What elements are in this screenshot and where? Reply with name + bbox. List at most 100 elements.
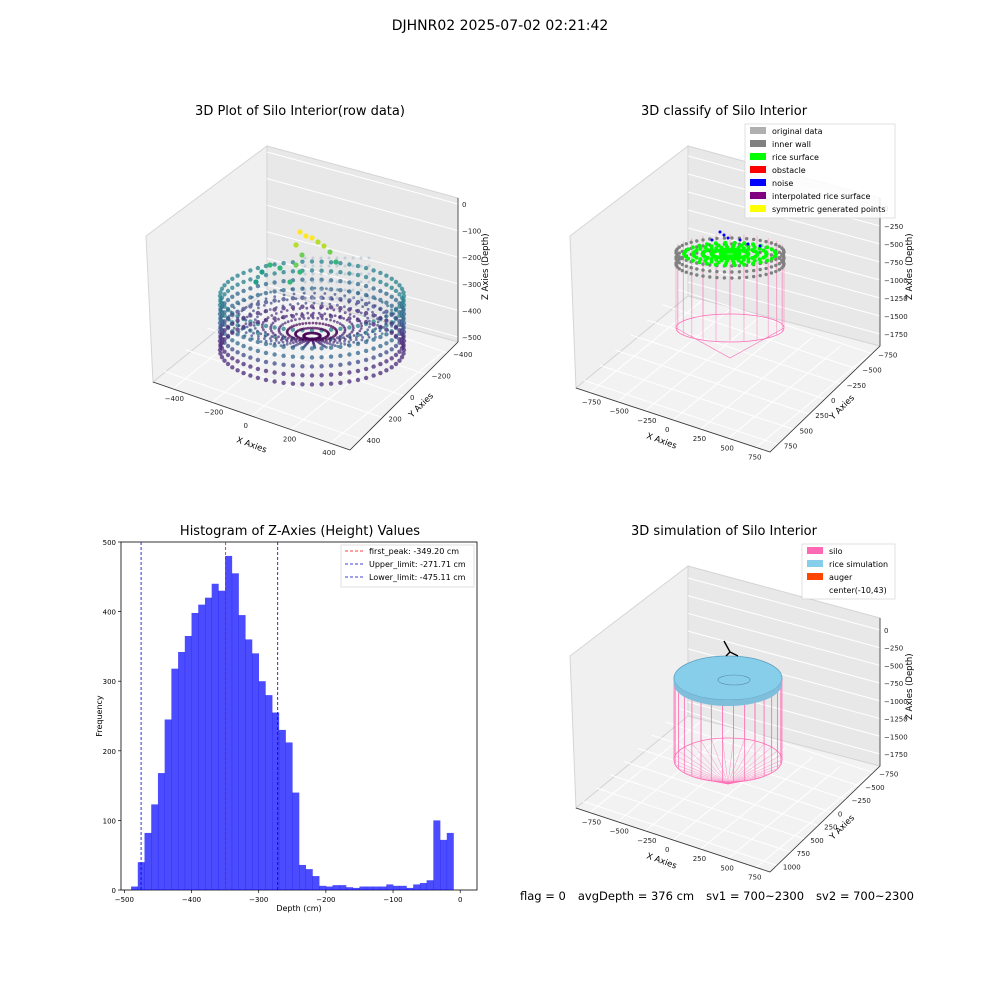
hist-bar <box>137 862 145 890</box>
p1-point <box>338 309 342 313</box>
p1-point <box>348 320 352 324</box>
p1-xtick: −400 <box>165 395 184 403</box>
hist-bar <box>305 869 313 890</box>
p1-point <box>393 352 399 358</box>
p4-xtick: 750 <box>748 873 761 881</box>
p1-point <box>355 359 361 365</box>
p1-point <box>374 335 377 339</box>
p1-point <box>290 325 294 329</box>
p1-point <box>311 321 315 325</box>
p4-ztick: −1250 <box>884 716 908 724</box>
p1-point <box>277 299 281 303</box>
p2-rice-point <box>741 257 746 262</box>
p1-point <box>263 281 269 287</box>
p1-point <box>219 322 225 327</box>
p4-rice-dip <box>717 674 751 686</box>
p2-wall-point <box>684 270 688 274</box>
p4-ytick: 500 <box>810 837 823 845</box>
p1-point <box>263 323 269 329</box>
status-line: flag = 0 avgDepth = 376 cm sv1 = 700~2300 s… <box>520 889 926 903</box>
p1-point <box>327 272 331 276</box>
p1-point <box>366 294 369 298</box>
p1-point <box>343 337 347 341</box>
p1-point <box>313 326 317 330</box>
p1-point <box>347 379 352 384</box>
p2-legend-label: obstacle <box>772 166 806 175</box>
p1-point <box>347 262 352 267</box>
p1-point <box>277 335 280 339</box>
p1-point <box>269 301 273 305</box>
p2-wall-point <box>758 267 762 272</box>
hist-xtick: −500 <box>115 896 134 904</box>
hist-bar <box>346 887 354 890</box>
p1-point <box>269 342 272 346</box>
p1-point <box>237 313 241 316</box>
p1-point <box>241 343 246 349</box>
p1-point <box>244 318 248 322</box>
p1-point <box>338 326 343 331</box>
p1-point <box>371 337 376 342</box>
hist-bar <box>399 885 407 890</box>
p1-point <box>352 334 356 337</box>
p1-point <box>302 291 306 295</box>
p2-xtick: −250 <box>637 417 656 425</box>
p2-noise-point <box>758 244 762 248</box>
p1-point <box>389 365 394 370</box>
p2-wall-point <box>722 236 727 240</box>
p2-rice-point <box>736 245 741 250</box>
p4-silo-cone <box>691 743 729 785</box>
status-sv2: sv2 = 700~2300 <box>816 889 914 903</box>
p1-point <box>399 355 405 360</box>
p1-point <box>307 316 310 320</box>
p1-point <box>274 319 277 323</box>
p4-rice-rim <box>674 678 782 706</box>
p1-point <box>335 272 339 276</box>
p1-point <box>263 304 266 307</box>
p1-point <box>295 323 299 327</box>
p1-point <box>319 346 324 351</box>
p1-point <box>390 324 393 328</box>
p1-point <box>382 326 385 329</box>
status-avg-depth: avgDepth = 376 cm <box>577 889 695 903</box>
p1-point <box>347 325 352 330</box>
p1-point <box>222 283 227 288</box>
p1-point <box>311 264 315 268</box>
p1-point <box>336 320 339 324</box>
p1-point <box>378 329 382 333</box>
p1-point <box>346 343 350 347</box>
p4-silo-cone <box>722 738 729 785</box>
p1-point <box>393 279 399 285</box>
p2-xtick: −500 <box>610 408 629 416</box>
p1-point <box>327 280 331 284</box>
p1-point <box>363 265 369 271</box>
p2-rice-point <box>686 247 691 252</box>
p1-point <box>319 268 324 273</box>
p2-legend-label: interpolated rice surface <box>772 192 870 201</box>
p2-xtick: 500 <box>720 444 733 452</box>
p1-point <box>237 324 241 327</box>
p1-point <box>328 340 332 343</box>
p1-point <box>360 338 364 342</box>
p1-point <box>355 272 361 278</box>
p1-point <box>328 342 332 346</box>
p1-point <box>328 327 334 332</box>
p2-rice-point <box>742 241 747 246</box>
p1-point <box>384 368 389 373</box>
p1-point <box>319 364 324 369</box>
p1-point <box>371 373 376 378</box>
p1-point <box>329 324 333 328</box>
p1-point <box>235 368 240 373</box>
p1-point <box>235 282 240 287</box>
p1-point <box>338 334 342 338</box>
hist-ytick: 100 <box>103 817 116 825</box>
hist-bar <box>433 820 441 890</box>
p1-point <box>261 325 264 329</box>
panel1-raw-scatter: −400 −200 0 200 400 400 200 0 −200 −400 0 −100 −200 −… <box>145 145 491 457</box>
p1-point <box>378 270 383 276</box>
p4-legend-label: auger <box>829 573 853 582</box>
p2-rice-point <box>697 243 702 248</box>
p1-point <box>262 328 265 332</box>
hist-bar <box>379 886 387 890</box>
p1-point <box>327 264 331 268</box>
p2-wall-point <box>758 238 762 243</box>
